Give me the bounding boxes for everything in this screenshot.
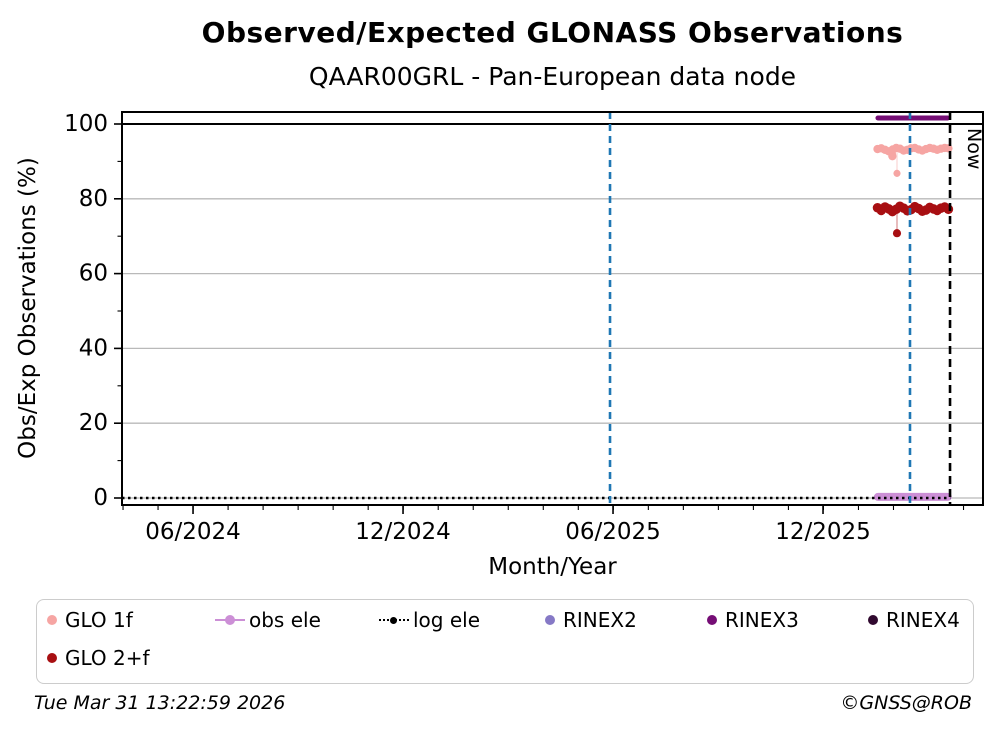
plot-area: 0 20 40 60 80 100 06/2024 12/2024 06/2025 12/2025… [64, 111, 985, 545]
legend: GLO 1f obs ele log ele RINEX2 RINEX3 RINEX4 GL… [36, 599, 974, 684]
legend-item-glo-1f: GLO 1f [47, 608, 133, 632]
legend-label: obs ele [249, 608, 321, 632]
y-tick-label: 20 [79, 410, 108, 436]
legend-item-rinex4: RINEX4 [868, 608, 960, 632]
chart-title: Observed/Expected GLONASS Observations [201, 16, 904, 49]
x-tick-label: 12/2025 [775, 519, 871, 545]
series-glo2f-outlier [892, 229, 902, 238]
legend-marker-dot-icon [545, 615, 555, 625]
x-tick-label: 06/2024 [145, 519, 241, 545]
now-label: Now [963, 128, 985, 169]
legend-marker-dot-icon [47, 615, 57, 625]
x-axis-label: Month/Year [488, 554, 617, 580]
copyright: ©GNSS@ROB [840, 692, 972, 714]
legend-marker-dot-icon [47, 653, 57, 663]
legend-label: log ele [413, 608, 481, 632]
legend-item-rinex2: RINEX2 [545, 608, 637, 632]
legend-label: GLO 1f [65, 608, 133, 632]
legend-label: GLO 2+f [65, 646, 150, 670]
legend-label: RINEX3 [725, 608, 799, 632]
legend-marker-dotted-line-icon [379, 615, 409, 625]
legend-label: RINEX4 [886, 608, 960, 632]
series-glo1f-point [944, 144, 953, 153]
x-tick-label: 12/2024 [355, 519, 451, 545]
timestamp: Tue Mar 31 13:22:59 2026 [34, 692, 286, 714]
legend-item-log-ele: log ele [379, 608, 480, 632]
x-tick-label: 06/2025 [565, 519, 661, 545]
legend-item-obs-ele: obs ele [215, 608, 321, 632]
series-glo1f-point [888, 151, 897, 161]
legend-item-rinex3: RINEX3 [707, 608, 799, 632]
series-glo2f-point [943, 204, 954, 215]
legend-marker-line-dot-icon [215, 615, 245, 625]
legend-label: RINEX2 [563, 608, 637, 632]
legend-marker-dot-icon [868, 615, 878, 625]
y-tick-label: 40 [79, 335, 108, 361]
legend-marker-dot-icon [707, 615, 717, 625]
chart-subtitle: QAAR00GRL - Pan-European data node [308, 62, 797, 91]
series-glo1f-outlier [893, 169, 901, 177]
y-tick-label: 80 [79, 186, 108, 212]
axes-frame [121, 111, 984, 506]
y-tick-label: 60 [79, 261, 108, 287]
y-axis-label: Obs/Exp Observations (%) [15, 157, 41, 459]
legend-item-glo-2f: GLO 2+f [47, 646, 150, 670]
y-tick-label: 100 [64, 111, 108, 137]
y-tick-label: 0 [93, 485, 108, 511]
